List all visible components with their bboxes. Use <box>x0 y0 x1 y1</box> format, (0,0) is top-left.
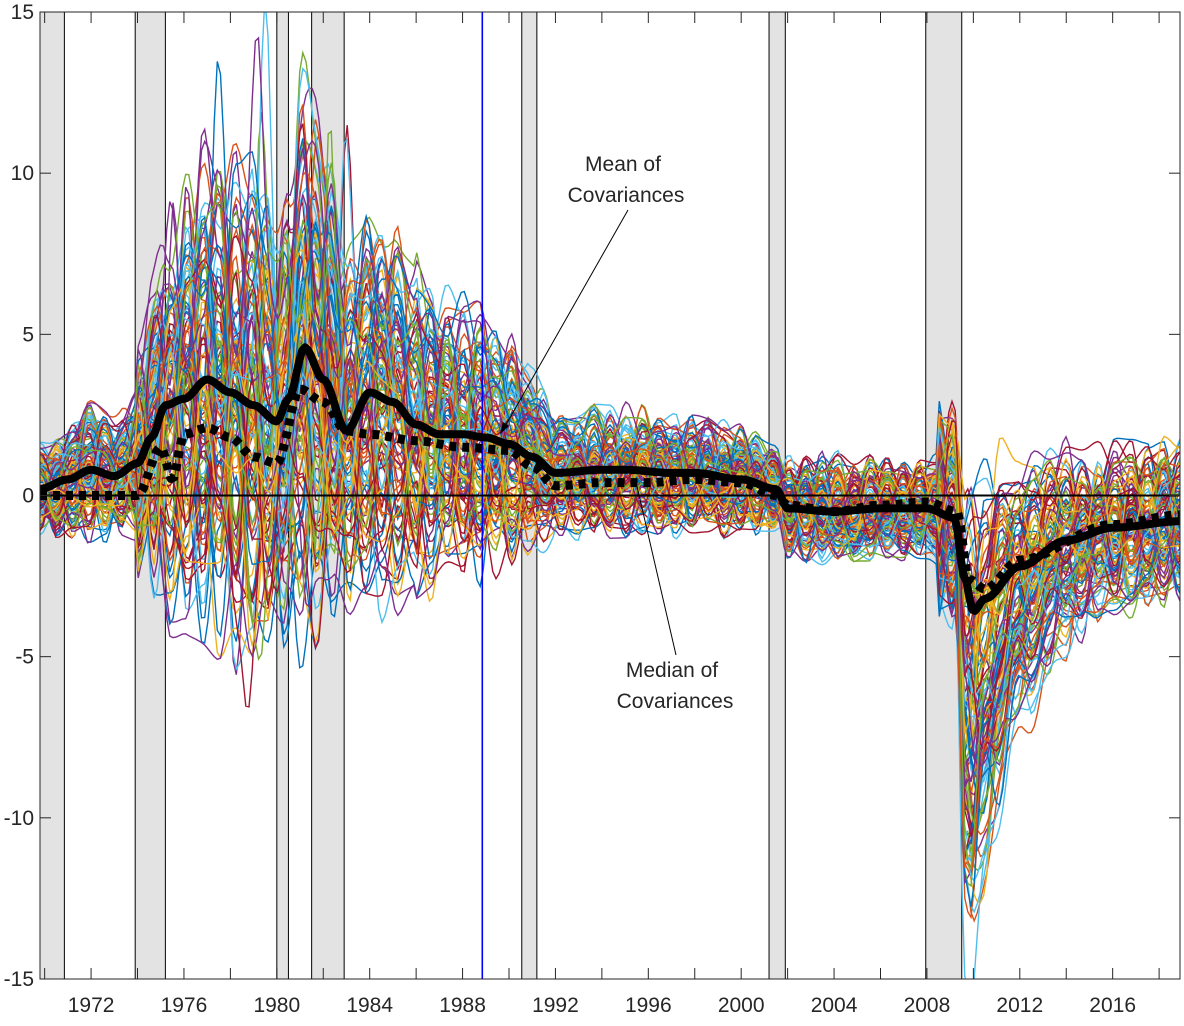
annotations: Mean of Covariances Median of Covariance… <box>500 153 733 713</box>
mean-label-line1: Mean of <box>585 153 661 176</box>
x-tick-label: 2016 <box>1089 994 1136 1017</box>
y-tick-label: -15 <box>4 968 34 991</box>
series-line <box>40 201 1180 870</box>
axes: 1972 1976 1980 1984 1988 1992 1996 2000 2004 2008… <box>4 1 1181 1017</box>
x-tick-label: 2000 <box>718 994 765 1017</box>
x-tick-label: 1972 <box>68 994 115 1017</box>
y-tick-label: 15 <box>11 1 34 24</box>
y-tick-label: 0 <box>22 485 34 508</box>
mean-label-line2: Covariances <box>568 184 685 207</box>
x-tick-label: 1992 <box>532 994 579 1017</box>
reference-lines <box>40 12 1180 979</box>
y-tick-label: 5 <box>22 323 34 346</box>
x-tick-label: 1980 <box>253 994 300 1017</box>
x-tick-label: 2012 <box>996 994 1043 1017</box>
mean-line <box>40 343 1180 615</box>
series-line <box>40 300 1180 856</box>
individual-series <box>40 12 1180 979</box>
series-line <box>40 343 1180 676</box>
series-line <box>40 306 1180 788</box>
x-tick-label: 1988 <box>439 994 486 1017</box>
series-line <box>40 36 1180 767</box>
series-line <box>40 377 1180 753</box>
summary-series <box>40 343 1180 615</box>
y-tick-label: -5 <box>15 646 34 669</box>
x-tick-label: 2008 <box>904 994 951 1017</box>
series-line <box>40 382 1180 708</box>
y-tick-label: 10 <box>11 162 34 185</box>
x-tick-label: 1976 <box>161 994 208 1017</box>
series-line <box>40 421 1180 660</box>
median-label-line2: Covariances <box>617 690 734 713</box>
series-line <box>40 364 1180 734</box>
series-line <box>40 162 1180 827</box>
x-tick-label: 2004 <box>811 994 858 1017</box>
median-arrow-line <box>635 481 677 656</box>
median-line <box>40 384 1180 594</box>
mean-arrow-head <box>500 422 509 434</box>
series-line <box>40 428 1180 665</box>
series-line <box>40 315 1180 629</box>
mean-arrow-line <box>502 209 629 431</box>
x-tick-label: 1984 <box>346 994 393 1017</box>
x-tick-label: 1996 <box>625 994 672 1017</box>
median-label-line1: Median of <box>626 659 718 682</box>
y-tick-label: -10 <box>4 807 34 830</box>
